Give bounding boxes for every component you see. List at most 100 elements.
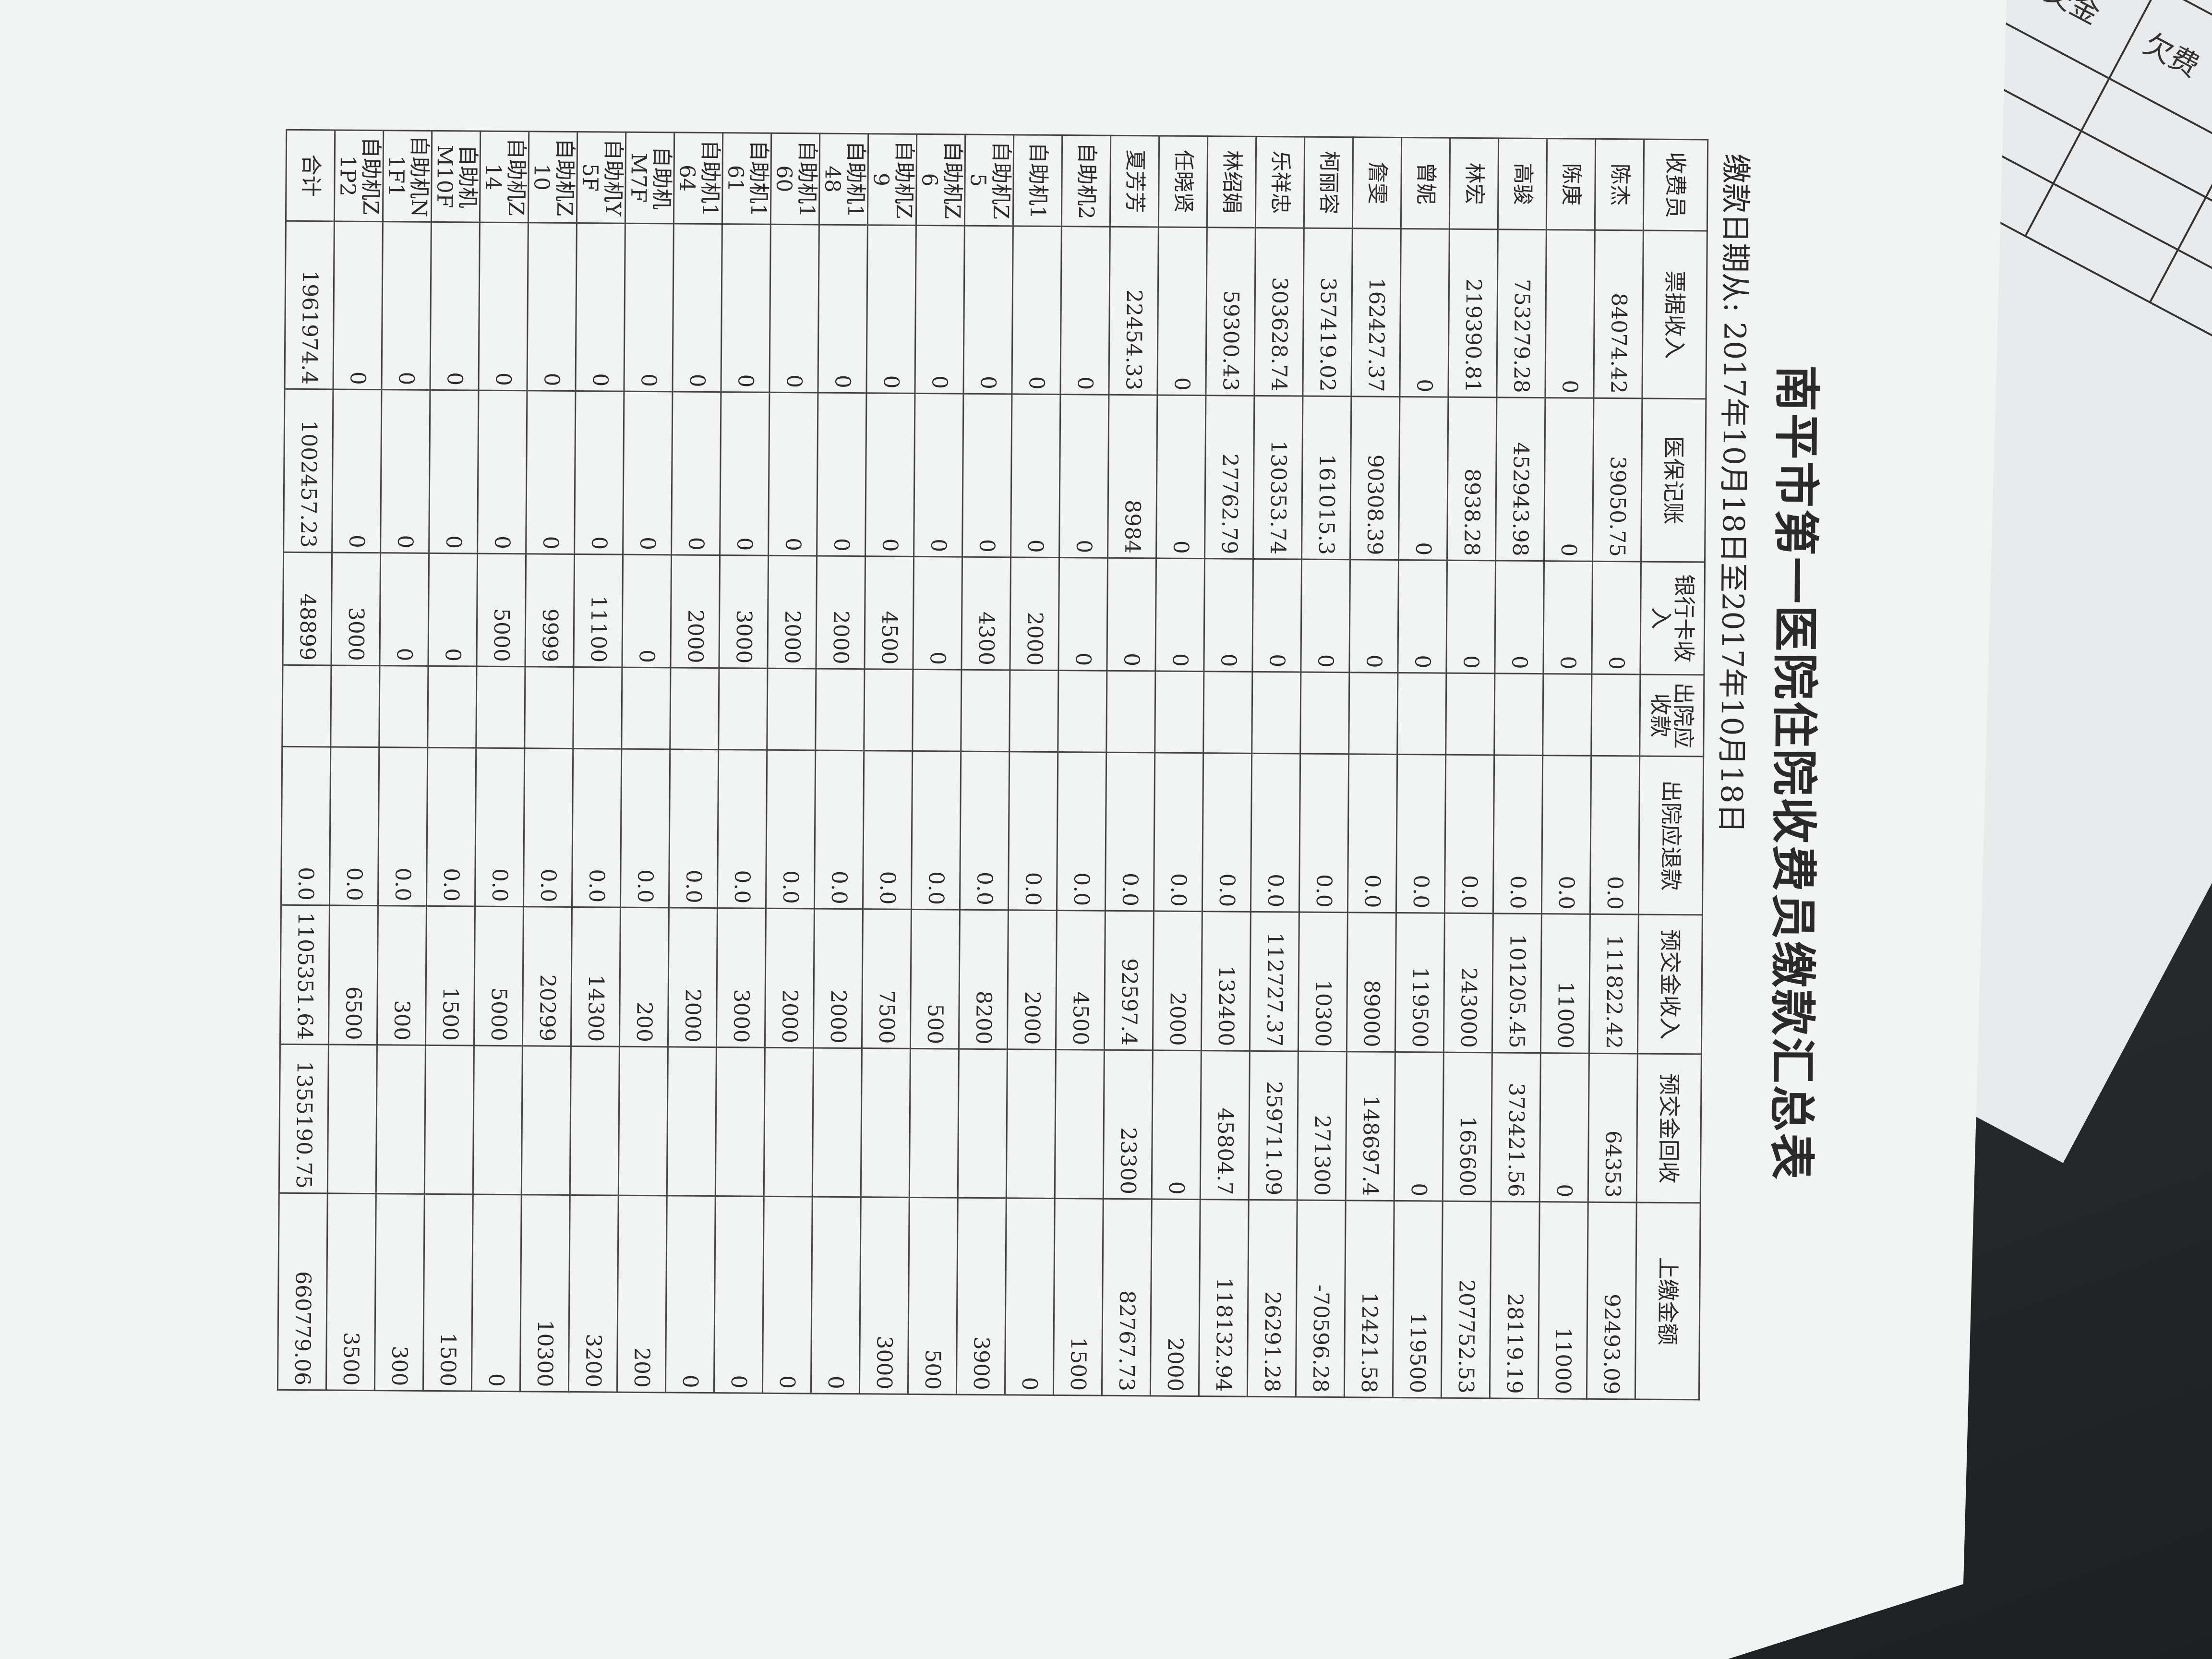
amount-cell: 6500 — [328, 905, 378, 1045]
cashier-cell: 自助机Z5 — [964, 134, 1014, 226]
column-header: 票据收入 — [1642, 230, 1707, 399]
amount-cell: 1961974.4 — [284, 221, 335, 389]
amount-cell: 0 — [1106, 558, 1156, 671]
amount-cell: 0 — [665, 1195, 716, 1393]
amount-cell: 0 — [1155, 558, 1205, 672]
column-header: 预交金收入 — [1637, 914, 1703, 1054]
amount-cell — [1591, 674, 1640, 756]
column-header: 医保记账 — [1641, 398, 1706, 562]
table-row: 夏芳芳 22454.33 8984 0 0.0 92597.4 23300 82767.73 — [1102, 135, 1159, 1396]
amount-cell: 0.0 — [669, 749, 719, 908]
amount-cell: 0.0 — [717, 749, 767, 909]
cashier-cell: 自助机M7F — [625, 132, 674, 224]
amount-cell: 23300 — [1103, 1050, 1153, 1199]
table-row: 自助机M7F 0 0 0 0.0 200 200 — [617, 132, 674, 1393]
table-row: 乐祥忠 303628.74 130353.74 0 0.0 112727.37 259711… — [1247, 136, 1305, 1397]
table-row: 陈杰 84074.42 39050.75 0 0.0 111822.42 64353 9249… — [1587, 139, 1644, 1399]
amount-cell: 3000 — [719, 555, 769, 669]
cashier-cell: 自助机Z9 — [867, 133, 917, 226]
amount-cell — [1203, 671, 1252, 754]
amount-cell: 0 — [379, 553, 429, 666]
amount-cell: 0 — [527, 222, 577, 391]
table-row: 自助机N1F1 0 0 0 0.0 300 300 — [374, 130, 432, 1391]
amount-cell: 0 — [429, 390, 479, 554]
amount-cell: 7500 — [862, 909, 912, 1049]
table-row: 自助机Z10 0 0 9999 0.0 20299 10300 — [520, 131, 577, 1392]
amount-cell: 2000 — [1010, 557, 1059, 671]
amount-cell: 0 — [1543, 561, 1593, 674]
amount-cell: 0.0 — [378, 747, 428, 906]
amount-cell — [1542, 673, 1592, 756]
amount-cell: 0 — [1539, 1053, 1589, 1202]
amount-cell — [1348, 672, 1398, 755]
cashier-cell: 自助机M10F — [431, 131, 481, 223]
amount-cell: 0 — [817, 393, 866, 556]
amount-cell: 3500 — [326, 1193, 376, 1391]
table-row: 詹雯 162427.37 90308.39 0 0.0 89000 148697.4 1242… — [1344, 137, 1402, 1398]
cashier-cell: 自助机Z14 — [480, 131, 529, 223]
table-row: 合计 1961974.4 1002457.23 48899 0.0 1105351.64 1… — [277, 130, 335, 1390]
amount-cell — [424, 1045, 474, 1195]
amount-cell: 0.0 — [329, 746, 379, 906]
amount-cell: 0.0 — [1105, 752, 1155, 911]
amount-cell: 259711.09 — [1249, 1051, 1298, 1201]
amount-cell: -70596.28 — [1296, 1200, 1346, 1397]
amount-cell: 2000 — [1153, 911, 1202, 1051]
amount-cell: 0.0 — [1396, 754, 1446, 914]
amount-cell — [473, 1046, 523, 1195]
amount-cell: 0 — [1397, 560, 1447, 673]
amount-cell: 20299 — [522, 906, 572, 1046]
amount-cell: 0.0 — [1347, 754, 1397, 913]
amount-cell: 1355190.75 — [279, 1044, 329, 1193]
amount-cell: 39050.75 — [1592, 398, 1642, 562]
table-row: 自助机M10F 0 0 0 0.0 1500 1500 — [423, 131, 481, 1392]
amount-cell: 0 — [914, 393, 963, 557]
cashier-cell: 自助机164 — [673, 132, 723, 224]
amount-cell: 373421.56 — [1491, 1052, 1541, 1202]
amount-cell — [767, 668, 816, 750]
amount-cell — [327, 1044, 377, 1194]
amount-cell: 0 — [1059, 394, 1109, 558]
amount-cell: 0.0 — [814, 750, 864, 909]
amount-cell — [815, 669, 865, 751]
table-row: 曾妮 0 0 0 0.0 119500 0 119500 — [1393, 137, 1450, 1398]
amount-cell: 0 — [914, 225, 965, 394]
amount-cell: 11100 — [573, 554, 623, 668]
amount-cell — [718, 668, 768, 750]
amount-cell — [521, 1046, 571, 1195]
amount-cell: 4300 — [961, 557, 1011, 670]
amount-cell: 0 — [1545, 229, 1595, 398]
amount-cell: 165600 — [1443, 1052, 1492, 1202]
amount-cell: 0 — [768, 392, 818, 556]
amount-cell: 0.0 — [766, 750, 816, 909]
cashier-cell: 林宏 — [1449, 138, 1499, 229]
table-row: 高骏 753279.28 452943.98 0 0.0 101205.45 373421.… — [1490, 138, 1547, 1399]
amount-cell: 92597.4 — [1104, 911, 1154, 1050]
amount-cell — [861, 1048, 911, 1198]
amount-cell: 0 — [1152, 1050, 1202, 1200]
amount-cell: 200 — [619, 907, 669, 1047]
cashier-cell: 夏芳芳 — [1110, 135, 1159, 227]
cashier-cell: 自助机Z1P2 — [334, 130, 384, 222]
cashier-cell: 陈庚 — [1546, 138, 1596, 230]
amount-cell: 0 — [963, 226, 1013, 394]
amount-cell: 0 — [1544, 397, 1594, 562]
amount-cell: 660779.06 — [277, 1193, 328, 1390]
amount-cell: 1002457.23 — [283, 389, 333, 553]
amount-cell — [864, 669, 913, 751]
amount-cell: 207752.53 — [1441, 1201, 1491, 1398]
amount-cell: 101205.45 — [1492, 913, 1542, 1053]
amount-cell: 2000 — [1007, 910, 1057, 1050]
amount-cell: 3900 — [956, 1198, 1007, 1395]
cashier-cell: 自助机Z10 — [528, 131, 577, 223]
amount-cell — [282, 665, 331, 747]
amount-cell: 64353 — [1588, 1053, 1638, 1202]
amount-cell: 1500 — [1053, 1198, 1104, 1396]
amount-cell: 300 — [377, 905, 427, 1046]
cashier-cell: 自助机148 — [819, 133, 868, 225]
amount-cell: 500 — [908, 1197, 958, 1395]
amount-cell: 0 — [332, 389, 382, 553]
table-row: 自助机Z14 0 0 5000 0.0 5000 0 — [471, 131, 529, 1392]
amount-cell: 0 — [1203, 558, 1253, 672]
amount-cell — [573, 667, 622, 749]
